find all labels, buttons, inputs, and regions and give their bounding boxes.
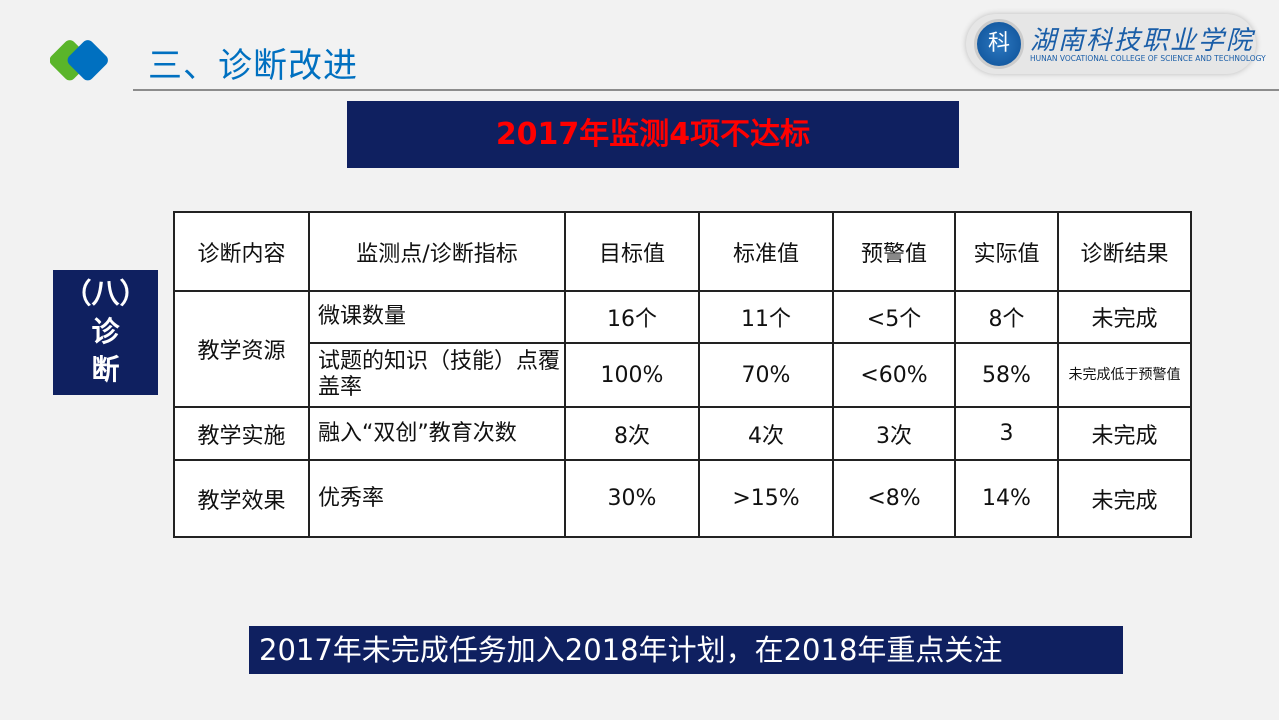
standard-cell: 4次	[698, 406, 834, 461]
college-name-cn: 湖南科技职业学院	[1030, 26, 1255, 56]
warning-cell: <8%	[832, 459, 956, 538]
actual-cell: 8个	[954, 290, 1059, 344]
column-header: 实际值	[954, 211, 1059, 292]
warning-cell: <60%	[832, 342, 956, 408]
table-header-row: 诊断内容 监测点/诊断指标 目标值 标准值 预警值 实际值 诊断结果	[173, 211, 1192, 292]
college-name-en: HUNAN VOCATIONAL COLLEGE OF SCIENCE AND …	[1030, 54, 1266, 63]
college-seal-icon: 科	[974, 19, 1024, 69]
indicator-cell: 微课数量	[308, 290, 566, 344]
monitoring-table: 诊断内容 监测点/诊断指标 目标值 标准值 预警值 实际值 诊断结果 教学资源 …	[173, 211, 1192, 538]
table-row: 教学资源 微课数量 16个 11个 <5个 8个 未完成	[173, 290, 1192, 408]
category-cell: 教学资源	[173, 290, 310, 408]
target-cell: 8次	[564, 406, 700, 461]
banner-heading: 2017年监测4项不达标	[347, 101, 959, 168]
column-header: 预警值	[832, 211, 956, 292]
actual-cell: 14%	[954, 459, 1059, 538]
page-title: 三、诊断改进	[148, 46, 358, 86]
column-header: 标准值	[698, 211, 834, 292]
title-divider	[133, 89, 1279, 91]
actual-cell: 58%	[954, 342, 1059, 408]
result-cell: 未完成	[1057, 290, 1192, 344]
column-header: 目标值	[564, 211, 700, 292]
footer-note: 2017年未完成任务加入2018年计划，在2018年重点关注	[249, 626, 1123, 674]
result-cell: 未完成	[1057, 459, 1192, 538]
result-cell: 未完成低于预警值	[1057, 342, 1192, 408]
target-cell: 30%	[564, 459, 700, 538]
section-label-line: （八）	[63, 277, 148, 310]
indicator-cell: 试题的知识（技能）点覆盖率	[308, 342, 566, 408]
section-label-line: 断	[91, 353, 120, 386]
table-row: 教学效果 优秀率 30% >15% <8% 14% 未完成	[173, 459, 1192, 538]
indicator-cell: 优秀率	[308, 459, 566, 538]
standard-cell: >15%	[698, 459, 834, 538]
category-cell: 教学效果	[173, 459, 310, 538]
section-label-line: 诊	[91, 315, 120, 348]
indicator-cell: 融入“双创”教育次数	[308, 406, 566, 461]
category-cell: 教学实施	[173, 406, 310, 461]
diamond-logo-icon	[50, 40, 108, 81]
column-header: 诊断内容	[173, 211, 310, 292]
column-header: 监测点/诊断指标	[308, 211, 566, 292]
table-row: 试题的知识（技能）点覆盖率 100% 70% <60% 58% 未完成低于预警值	[174, 342, 1192, 408]
warning-cell: <5个	[832, 290, 956, 344]
college-logo: 科 湖南科技职业学院 HUNAN VOCATIONAL COLLEGE OF S…	[966, 14, 1266, 74]
standard-cell: 70%	[698, 342, 834, 408]
section-label: （八） 诊 断	[53, 270, 158, 395]
warning-cell: 3次	[832, 406, 956, 461]
target-cell: 100%	[564, 342, 700, 408]
column-header: 诊断结果	[1057, 211, 1192, 292]
table-row: 教学实施 融入“双创”教育次数 8次 4次 3次 3 未完成	[173, 406, 1192, 461]
actual-cell: 3	[954, 406, 1059, 461]
standard-cell: 11个	[698, 290, 834, 344]
target-cell: 16个	[564, 290, 700, 344]
result-cell: 未完成	[1057, 406, 1192, 461]
